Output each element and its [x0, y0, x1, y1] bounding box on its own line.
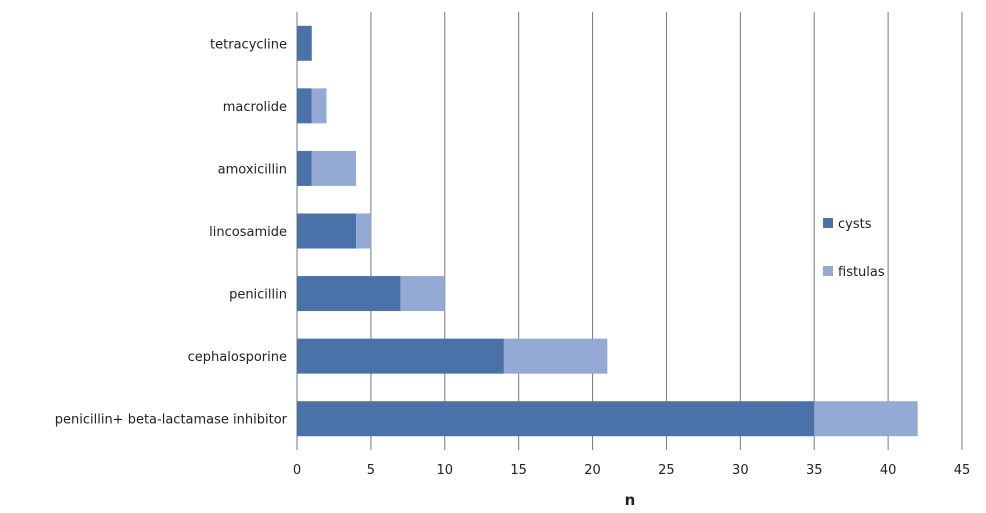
x-tick-labels: 0 5 10 15 20 25 30 35 40 45: [293, 463, 970, 478]
x-tick-label: 5: [367, 463, 375, 478]
x-tick-label: 0: [293, 463, 301, 478]
legend-swatch-fistulas: [823, 266, 833, 276]
x-axis-title: n: [625, 491, 636, 509]
bars: [297, 25, 918, 437]
x-tick-label: 30: [732, 463, 749, 478]
legend-swatch-cysts: [823, 218, 833, 228]
legend-label-fistulas: fistulas: [838, 265, 885, 280]
x-tick-label: 15: [510, 463, 527, 478]
bar-segment-cysts: [297, 338, 504, 374]
category-label: macrolide: [223, 100, 287, 115]
x-tick-label: 40: [880, 463, 897, 478]
category-label: amoxicillin: [218, 162, 287, 177]
category-label: tetracycline: [210, 37, 287, 52]
bar-segment-cysts: [297, 88, 312, 124]
legend-label-cysts: cysts: [838, 217, 872, 232]
bar-segment-fistulas: [814, 401, 918, 437]
bar-segment-cysts: [297, 25, 312, 61]
category-labels: tetracycline macrolide amoxicillin lincosam…: [55, 37, 288, 427]
legend: cysts fistulas: [823, 217, 885, 280]
bar-segment-fistulas: [503, 338, 608, 374]
category-label: penicillin: [229, 288, 287, 303]
bar-segment-cysts: [297, 401, 815, 437]
x-tick-label: 10: [437, 463, 454, 478]
category-label: cephalosporine: [188, 350, 287, 365]
category-label: penicillin+ beta-lactamase inhibitor: [55, 413, 288, 428]
grid: [296, 12, 963, 450]
bar-segment-fistulas: [311, 88, 327, 124]
bar-segment-cysts: [297, 213, 357, 249]
x-tick-label: 25: [658, 463, 675, 478]
x-tick-label: 20: [584, 463, 601, 478]
x-tick-label: 45: [954, 463, 971, 478]
x-tick-label: 35: [806, 463, 823, 478]
category-label: lincosamide: [209, 225, 287, 240]
bar-segment-cysts: [297, 276, 401, 312]
bar-segment-cysts: [297, 150, 312, 186]
bar-segment-fistulas: [311, 150, 357, 186]
bar-segment-fistulas: [356, 213, 371, 249]
bar-segment-fistulas: [400, 276, 445, 312]
